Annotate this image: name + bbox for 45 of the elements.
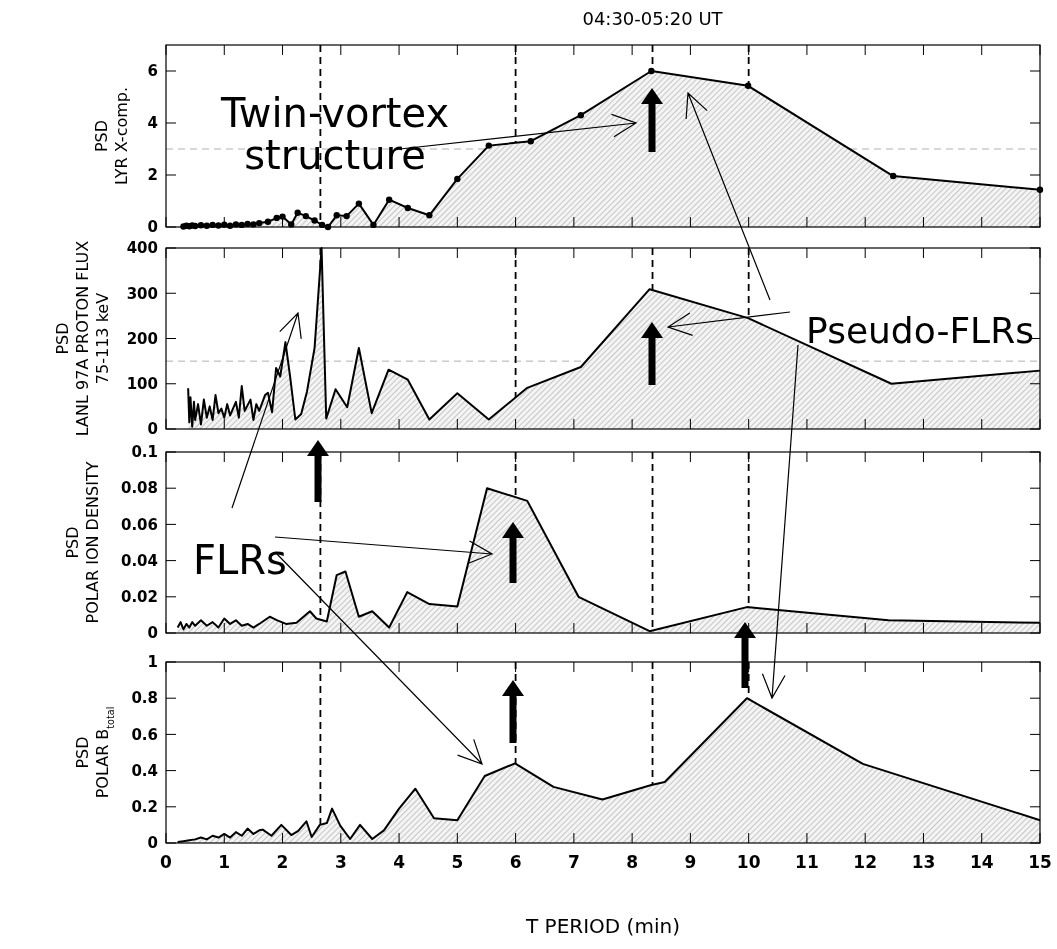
y-tick-label: 6 [147,62,158,81]
y-tick-label: 4 [147,114,158,133]
y-tick-label: 400 [126,239,158,258]
y-tick-label: 0.4 [131,761,158,780]
y-tick-label: 0.06 [120,515,158,534]
y-tick-label: 100 [126,375,158,393]
x-tick-label: 10 [736,852,761,872]
y-tick-label: 0.04 [120,551,158,570]
annotation: Pseudo-FLRs [806,309,1034,351]
x-tick-label: 9 [684,852,697,872]
y-tick-label: 0 [147,420,158,439]
x-tick-label: 15 [1028,852,1052,872]
y-axis-title: PSD POLAR ION DENSITY [63,461,102,624]
x-axis-title: T PERIOD (min) [525,914,680,938]
y-tick-label: 0 [147,834,158,853]
x-tick-label: 2 [276,852,289,872]
x-tick-label: 14 [969,852,994,872]
x-tick-label: 12 [853,852,878,872]
x-tick-label: 4 [393,852,406,872]
x-tick-label: 11 [795,852,819,872]
y-tick-label: 300 [126,284,158,303]
x-tick-label: 5 [451,852,464,872]
y-tick-label: 200 [126,329,158,348]
y-tick-label: 2 [147,166,158,185]
x-tick-label: 1 [218,852,231,872]
y-axis-title: PSD LYR X-comp. [91,86,131,186]
annotation: FLRs [193,537,287,583]
y-tick-label: 0.2 [131,798,158,817]
y-tick-label: 0.6 [131,725,158,744]
x-tick-label: 3 [334,852,347,872]
y-tick-label: 0.08 [120,479,158,498]
annotation: Twin-vortex structure [219,90,450,178]
x-tick-label: 8 [626,852,639,872]
x-tick-label: 0 [160,852,173,872]
y-tick-label: 0 [147,624,158,643]
y-tick-label: 1 [147,653,158,672]
y-tick-label: 0.1 [131,443,158,462]
x-tick-label: 6 [509,852,522,872]
y-tick-label: 0 [147,218,158,237]
x-tick-label: 7 [567,852,580,872]
y-axis-title: PSD LANL 97A PROTON FLUX 75-113 keV [52,240,112,437]
y-tick-label: 0.02 [120,588,158,607]
y-tick-label: 0.8 [131,689,158,708]
x-tick-label: 13 [911,852,936,872]
chart-title: 04:30-05:20 UT [582,8,724,29]
